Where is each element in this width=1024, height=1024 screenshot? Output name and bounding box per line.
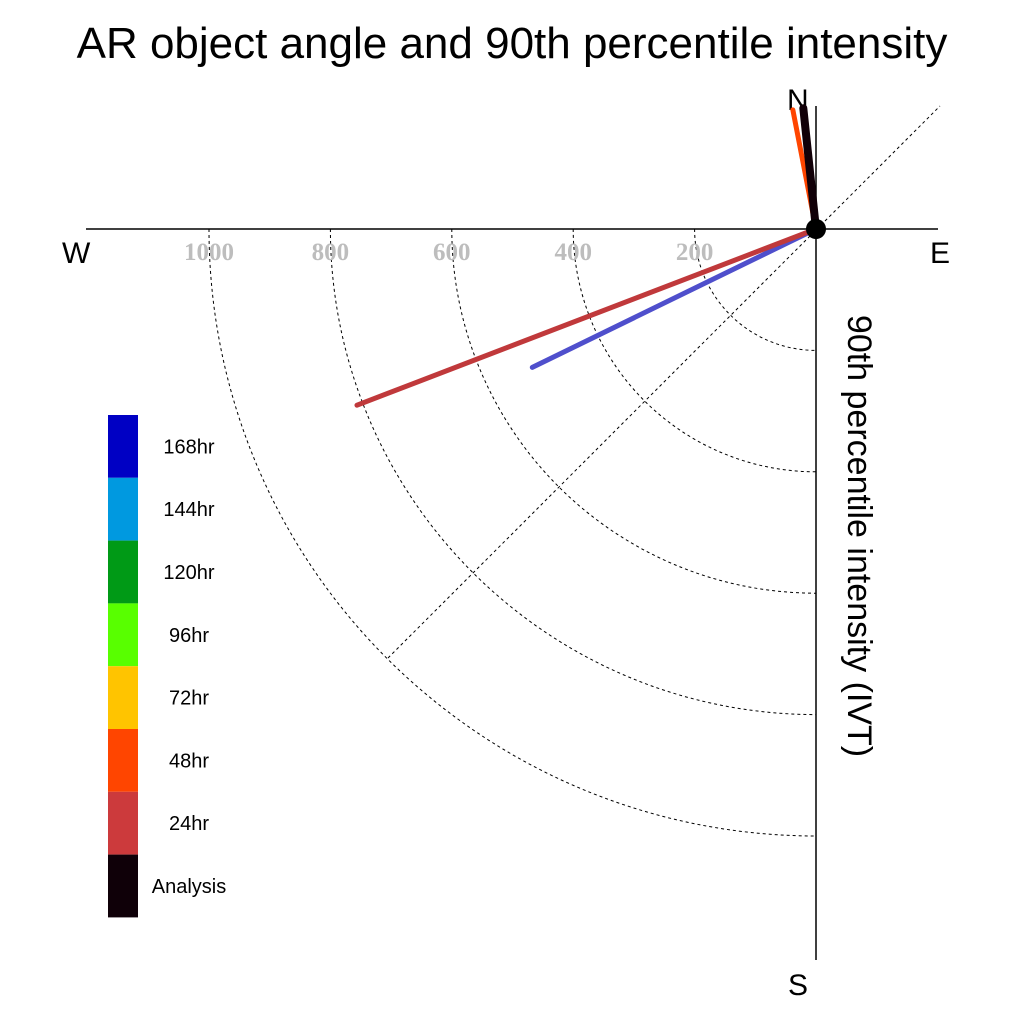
legend-swatch — [108, 477, 138, 541]
legend-label: 72hr — [169, 688, 209, 710]
radial-tick-label: 800 — [312, 239, 350, 266]
vector-series — [354, 104, 820, 408]
diagonal-gridline — [387, 105, 941, 659]
chart-title: AR object angle and 90th percentile inte… — [77, 19, 948, 68]
radial-tick-label: 1000 — [184, 239, 234, 266]
radial-tick-labels: 1000 800 600 400 200 — [184, 239, 713, 266]
legend-label: 144hr — [163, 499, 214, 521]
compass-south: S — [788, 969, 808, 1002]
radial-arc — [329, 228, 817, 716]
legend-swatch — [108, 854, 138, 918]
radial-gridlines — [208, 228, 817, 837]
legend-swatch — [108, 666, 138, 729]
radial-arc — [572, 228, 817, 473]
vector-24hr — [354, 226, 819, 408]
legend-label: 168hr — [163, 436, 214, 458]
legend-swatch — [108, 603, 138, 667]
legend-label: 48hr — [169, 750, 209, 772]
compass-east: E — [930, 237, 950, 270]
vector-168hr — [529, 226, 819, 370]
radial-arc — [694, 228, 817, 351]
legend-label: 96hr — [169, 625, 209, 647]
radial-arc — [451, 228, 817, 594]
vector-analysis — [799, 104, 820, 233]
y-axis-label: 90th percentile intensity (IVT) — [840, 315, 878, 757]
legend-swatch — [108, 791, 138, 855]
radial-tick-label: 400 — [554, 239, 592, 266]
radial-tick-label: 600 — [433, 239, 471, 266]
origin-marker — [806, 219, 826, 239]
legend-swatch — [108, 415, 138, 478]
legend-label: Analysis — [152, 876, 226, 898]
radial-arc — [208, 228, 817, 837]
legend-swatch — [108, 540, 138, 604]
legend-swatch — [108, 729, 138, 792]
legend-label: 24hr — [169, 813, 209, 835]
legend-label: 120hr — [163, 562, 214, 584]
compass-west: W — [62, 237, 91, 270]
legend: 168hr 144hr 120hr 96hr 72hr 48hr 24hr Analysis — [108, 415, 226, 918]
radial-tick-label: 200 — [676, 239, 714, 266]
